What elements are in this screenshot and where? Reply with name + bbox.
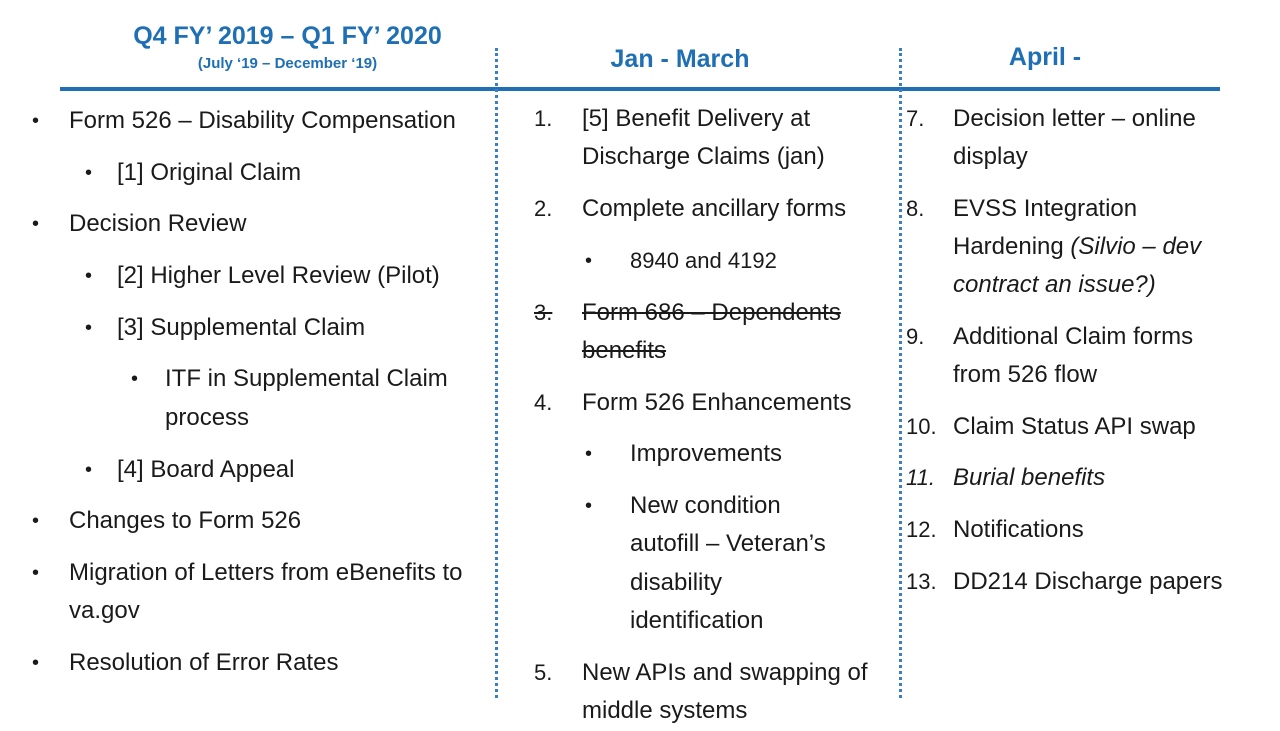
bullet-icon: •: [85, 265, 93, 287]
list-item: Improvements: [630, 440, 783, 467]
list-item: Burial benefits: [953, 464, 1106, 491]
header-rule: [900, 87, 1220, 91]
bullet-icon: •: [585, 250, 593, 272]
list-number: 11.: [906, 465, 935, 490]
list-item: Discharge Claims (jan): [582, 143, 825, 170]
list-item: New APIs and swapping of: [582, 659, 868, 686]
bullet-icon: •: [32, 562, 40, 584]
list-item: Decision Review: [69, 210, 247, 237]
list-number: 3.: [534, 300, 553, 325]
header-rule: [60, 87, 500, 91]
list-number: 9.: [906, 324, 925, 349]
list-item: identification: [630, 607, 764, 634]
list-item: Notifications: [953, 516, 1084, 543]
bullet-icon: •: [131, 368, 139, 390]
list-item: Complete ancillary forms: [582, 195, 847, 222]
bullet-icon: •: [32, 652, 40, 674]
list-item: display: [953, 143, 1028, 170]
bullet-icon: •: [32, 510, 40, 532]
bullet-icon: •: [32, 110, 40, 132]
list-item: New condition: [630, 492, 781, 519]
bullet-icon: •: [85, 459, 93, 481]
list-item: [2] Higher Level Review (Pilot): [117, 262, 440, 289]
list-item: [1] Original Claim: [117, 159, 302, 186]
list-number: 8.: [906, 196, 925, 221]
list-item: Hardening (Silvio – dev: [953, 228, 1201, 267]
list-item: [5] Benefit Delivery at: [582, 105, 811, 132]
bullet-icon: •: [85, 162, 93, 184]
list-item: disability: [630, 569, 723, 596]
list-item: Resolution of Error Rates: [69, 649, 339, 676]
list-number: 7.: [906, 106, 925, 131]
bullet-icon: •: [32, 213, 40, 235]
column-divider: [495, 48, 498, 698]
bullet-icon: •: [585, 443, 593, 465]
column-1-subtitle: (July ‘19 – December ‘19): [197, 55, 378, 72]
list-item: from 526 flow: [953, 361, 1098, 388]
list-item: Migration of Letters from eBenefits to: [69, 559, 463, 586]
header-rule: [500, 87, 900, 91]
list-number: 5.: [534, 660, 553, 685]
bullet-icon: •: [585, 495, 593, 517]
list-number: 13.: [906, 569, 937, 594]
list-item: Form 526 Enhancements: [582, 389, 852, 416]
column-1-title: Q4 FY’ 2019 – Q1 FY’ 2020: [133, 22, 442, 50]
list-item: DD214 Discharge papers: [953, 568, 1223, 595]
column-2-title: Jan - March: [610, 45, 750, 73]
list-item: [3] Supplemental Claim: [117, 314, 366, 341]
list-item: 8940 and 4192: [630, 248, 777, 273]
list-number: 4.: [534, 390, 553, 415]
list-item: EVSS Integration: [953, 195, 1138, 222]
list-item: Decision letter – online: [953, 105, 1196, 132]
column-divider: [899, 48, 902, 698]
list-item: benefits: [582, 337, 667, 364]
list-item: Changes to Form 526: [69, 507, 302, 534]
list-item: middle systems: [582, 697, 748, 724]
list-item: [4] Board Appeal: [117, 456, 295, 483]
list-item: autofill – Veteran’s: [630, 530, 826, 557]
list-item: Claim Status API swap: [953, 413, 1196, 440]
list-item: ITF in Supplemental Claim: [165, 365, 448, 392]
list-item-note: (Silvio – dev: [1070, 233, 1202, 260]
list-item: va.gov: [69, 597, 140, 624]
list-item-note: contract an issue?): [953, 271, 1156, 298]
list-number: 1.: [534, 106, 553, 131]
list-number: 10.: [906, 414, 937, 439]
list-number: 2.: [534, 196, 553, 221]
list-number: 12.: [906, 517, 937, 542]
list-item: Form 526 – Disability Compensation: [69, 107, 456, 134]
list-item: Form 686 – Dependents: [582, 299, 841, 326]
column-3-title: April -: [1008, 43, 1082, 71]
list-item-text: Hardening: [953, 233, 1071, 260]
bullet-icon: •: [85, 317, 93, 339]
list-item: process: [165, 404, 250, 431]
list-item: Additional Claim forms: [953, 323, 1194, 350]
